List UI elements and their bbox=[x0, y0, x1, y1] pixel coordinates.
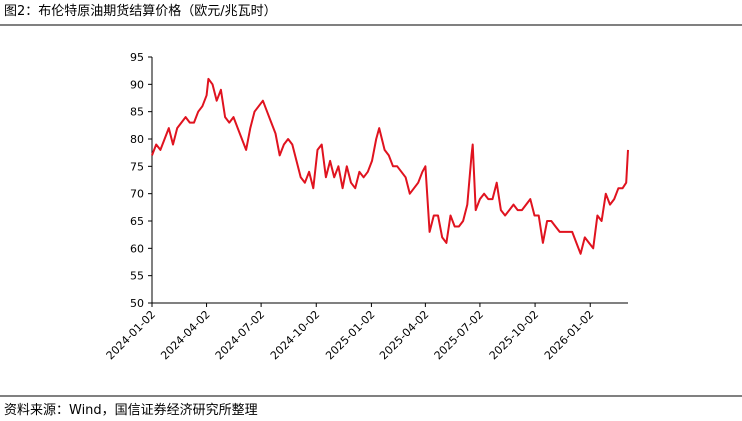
x-tick-label: 2025-01-02 bbox=[323, 308, 377, 362]
x-tick-label: 2025-07-02 bbox=[432, 308, 486, 362]
y-tick-label: 60 bbox=[130, 242, 144, 255]
y-tick-label: 90 bbox=[130, 78, 144, 91]
price-line bbox=[151, 77, 629, 255]
x-tick-label: 2024-01-02 bbox=[104, 308, 158, 362]
y-tick-label: 75 bbox=[130, 160, 144, 173]
x-tick-label: 2025-04-02 bbox=[377, 308, 431, 362]
x-tick-label: 2025-10-02 bbox=[487, 308, 541, 362]
y-tick-label: 80 bbox=[130, 133, 144, 146]
x-tick-label: 2024-10-02 bbox=[268, 308, 322, 362]
y-tick-label: 85 bbox=[130, 106, 144, 119]
chart-title: 图2：布伦特原油期货结算价格（欧元/兆瓦时） bbox=[4, 3, 277, 19]
x-tick-label: 2024-07-02 bbox=[213, 308, 267, 362]
y-tick-label: 95 bbox=[130, 51, 144, 64]
y-tick-label: 55 bbox=[130, 270, 144, 283]
y-tick-label: 50 bbox=[130, 297, 144, 310]
x-tick-label: 2026-01-02 bbox=[542, 308, 596, 362]
source: 资料来源：Wind，国信证券经济研究所整理 bbox=[4, 402, 258, 418]
y-tick-label: 70 bbox=[130, 188, 144, 201]
x-tick-label: 2024-04-02 bbox=[158, 308, 212, 362]
y-tick-label: 65 bbox=[130, 215, 144, 228]
